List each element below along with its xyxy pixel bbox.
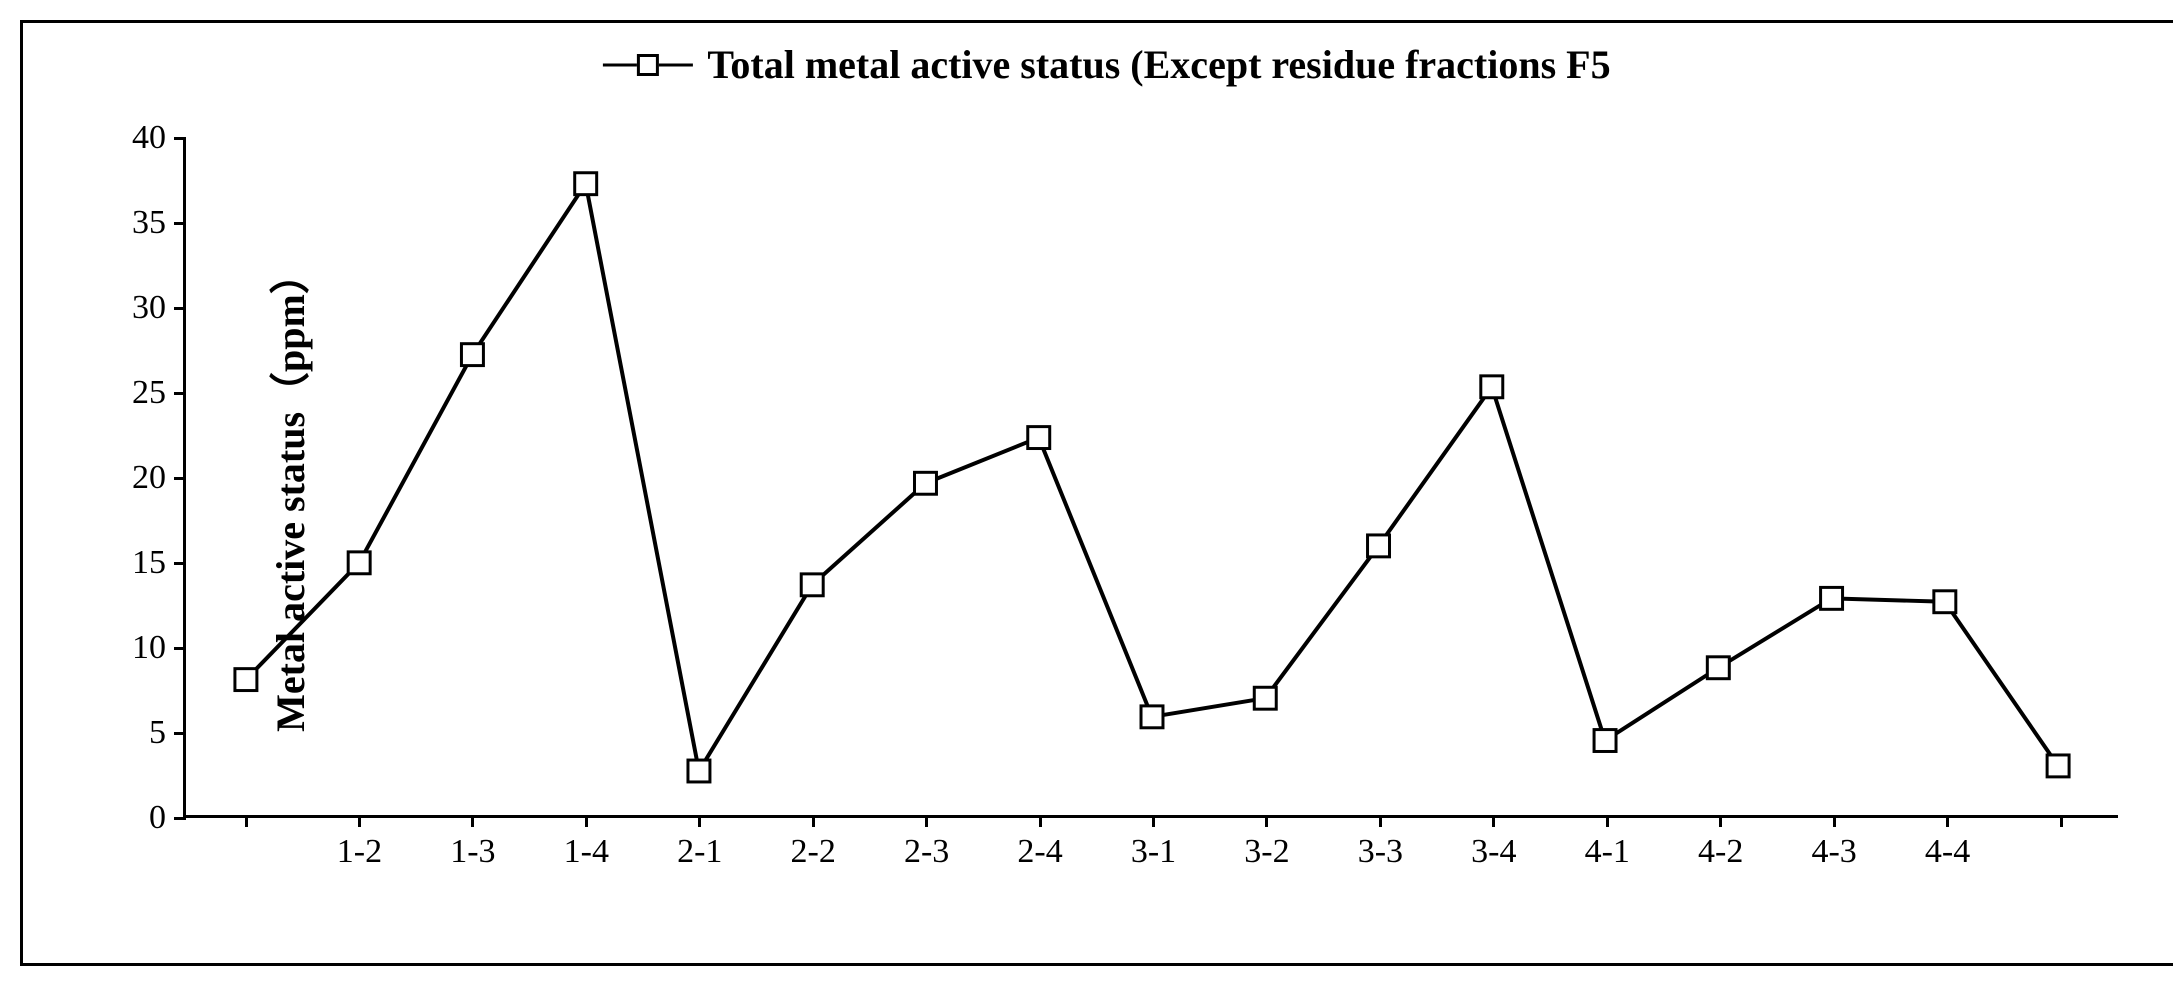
x-tick <box>245 815 248 827</box>
x-tick <box>2060 815 2063 827</box>
y-tick <box>174 477 186 480</box>
x-tick <box>1152 815 1155 827</box>
x-tick-label: 4-4 <box>1925 833 1970 871</box>
data-marker <box>1481 376 1503 398</box>
data-marker <box>461 344 483 366</box>
data-marker <box>1141 706 1163 728</box>
x-tick <box>1719 815 1722 827</box>
x-tick-label: 3-2 <box>1244 833 1289 871</box>
x-tick <box>1606 815 1609 827</box>
x-tick <box>1265 815 1268 827</box>
y-tick-label: 20 <box>132 459 166 497</box>
x-tick-label: 1-3 <box>450 833 495 871</box>
plot-area: 05101520253035401-21-31-42-12-22-32-43-1… <box>183 138 2118 818</box>
x-tick-label: 3-1 <box>1131 833 1176 871</box>
data-marker <box>348 552 370 574</box>
x-tick-label: 1-2 <box>337 833 382 871</box>
data-marker <box>1707 657 1729 679</box>
y-tick <box>174 222 186 225</box>
data-marker <box>1028 427 1050 449</box>
y-tick-label: 35 <box>132 204 166 242</box>
x-tick-label: 4-3 <box>1811 833 1856 871</box>
y-tick <box>174 392 186 395</box>
x-tick <box>1379 815 1382 827</box>
x-tick <box>1833 815 1836 827</box>
y-tick <box>174 817 186 820</box>
x-tick-label: 3-3 <box>1358 833 1403 871</box>
data-marker <box>1821 587 1843 609</box>
y-tick <box>174 562 186 565</box>
x-tick <box>812 815 815 827</box>
data-marker <box>1934 591 1956 613</box>
legend-marker <box>602 50 692 80</box>
data-marker <box>1594 730 1616 752</box>
legend-square-marker <box>636 54 658 76</box>
x-tick-label: 2-3 <box>904 833 949 871</box>
series-line <box>246 184 2058 771</box>
x-tick <box>358 815 361 827</box>
y-tick-label: 30 <box>132 289 166 327</box>
x-tick <box>925 815 928 827</box>
data-marker <box>2047 755 2069 777</box>
x-tick <box>698 815 701 827</box>
x-tick-label: 4-2 <box>1698 833 1743 871</box>
chart-svg <box>186 138 2118 815</box>
x-tick-label: 1-4 <box>564 833 609 871</box>
data-marker <box>1254 687 1276 709</box>
y-tick-label: 0 <box>149 799 166 837</box>
x-tick <box>585 815 588 827</box>
y-tick-label: 10 <box>132 629 166 667</box>
data-marker <box>1368 535 1390 557</box>
y-tick <box>174 732 186 735</box>
y-tick <box>174 137 186 140</box>
data-marker <box>235 669 257 691</box>
x-tick-label: 2-4 <box>1017 833 1062 871</box>
data-marker <box>801 574 823 596</box>
y-tick-label: 40 <box>132 119 166 157</box>
x-tick-label: 4-1 <box>1585 833 1630 871</box>
chart-legend: Total metal active status (Except residu… <box>602 41 1610 88</box>
x-tick-label: 3-4 <box>1471 833 1516 871</box>
x-tick <box>1492 815 1495 827</box>
y-tick-label: 25 <box>132 374 166 412</box>
data-marker <box>688 760 710 782</box>
plot-region: 05101520253035401-21-31-42-12-22-32-43-1… <box>183 138 2118 818</box>
data-marker <box>575 173 597 195</box>
x-tick <box>471 815 474 827</box>
y-tick <box>174 647 186 650</box>
y-tick-label: 15 <box>132 544 166 582</box>
legend-label: Total metal active status (Except residu… <box>707 41 1610 88</box>
x-tick <box>1039 815 1042 827</box>
y-tick <box>174 307 186 310</box>
x-tick <box>1946 815 1949 827</box>
chart-container: Total metal active status (Except residu… <box>20 20 2173 966</box>
y-tick-label: 5 <box>149 714 166 752</box>
x-tick-label: 2-2 <box>791 833 836 871</box>
data-marker <box>914 472 936 494</box>
x-tick-label: 2-1 <box>677 833 722 871</box>
